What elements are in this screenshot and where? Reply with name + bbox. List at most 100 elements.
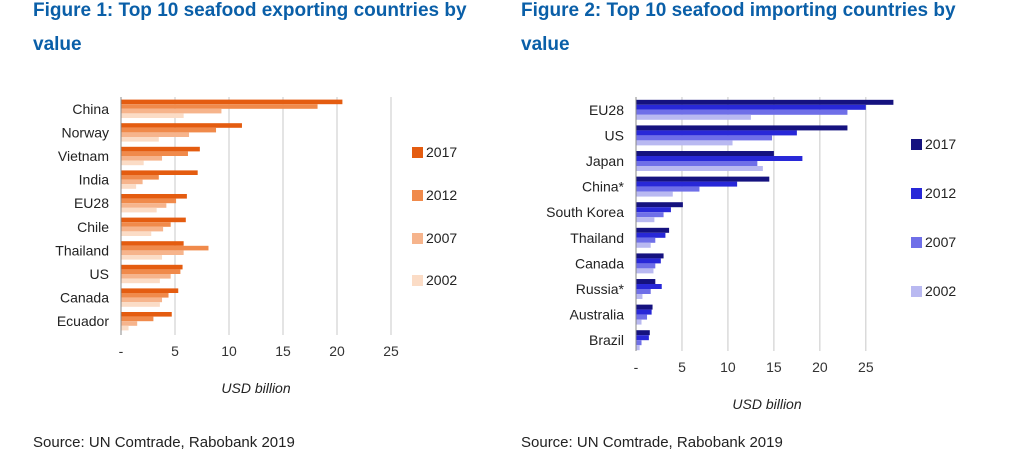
bar	[636, 232, 666, 238]
exports-bar-chart: - 5 10 15 20 25 China Norway Vietnam India EU28 Chi…	[55, 97, 457, 396]
category-label: Canada	[60, 290, 109, 306]
x-tick-label: -	[119, 343, 124, 359]
x-tick-label: 5	[678, 359, 686, 375]
legend-swatch	[412, 275, 423, 286]
bar	[636, 335, 649, 341]
bar	[121, 316, 154, 322]
bar	[636, 176, 770, 182]
legend-swatch	[412, 190, 423, 201]
bar	[636, 279, 656, 285]
bar	[121, 146, 200, 152]
legend-label: 2012	[925, 185, 956, 201]
bar	[636, 289, 651, 294]
bar	[636, 114, 751, 120]
bar	[121, 184, 137, 189]
bar	[121, 288, 179, 293]
bar	[121, 137, 159, 142]
bar	[121, 269, 181, 274]
chart-title: Figure 2: Top 10 seafood importing count…	[521, 0, 956, 55]
bar	[636, 191, 673, 197]
bar	[121, 170, 198, 175]
category-label: Russia*	[576, 281, 625, 297]
bar	[121, 179, 143, 185]
bar	[121, 292, 169, 298]
bar	[636, 227, 670, 233]
bar	[636, 242, 651, 248]
bar	[121, 255, 163, 260]
bar	[121, 99, 343, 105]
bar	[636, 340, 642, 346]
legend-label: 2017	[426, 144, 457, 160]
bar	[636, 314, 648, 320]
category-label: Chile	[77, 219, 109, 235]
bar	[636, 293, 643, 299]
bar	[636, 268, 654, 274]
bar	[636, 151, 774, 157]
bar	[121, 203, 167, 208]
bar	[121, 231, 152, 237]
bar	[636, 99, 894, 105]
bar	[121, 241, 184, 246]
bar	[121, 222, 171, 227]
bar	[121, 156, 163, 161]
bar	[636, 186, 700, 192]
bar	[636, 207, 671, 213]
x-tick-label: 15	[766, 359, 782, 375]
bar	[121, 274, 171, 279]
bar	[121, 151, 188, 156]
bar	[121, 198, 177, 204]
bar	[636, 330, 650, 336]
bar	[636, 319, 642, 325]
x-tick-label: 20	[812, 359, 828, 375]
legend-swatch	[412, 147, 423, 158]
bar	[121, 217, 186, 223]
category-label: EU28	[589, 102, 624, 118]
x-tick-label: 20	[329, 343, 345, 359]
category-label: Australia	[570, 307, 625, 323]
category-label: US	[90, 266, 109, 282]
category-label: Brazil	[589, 332, 624, 348]
bar	[636, 309, 652, 315]
x-tick-label: 15	[275, 343, 291, 359]
legend-label: 2012	[426, 187, 457, 203]
bar	[121, 193, 187, 199]
x-tick-label: 25	[383, 343, 399, 359]
legend-swatch	[412, 233, 423, 244]
bar	[121, 264, 183, 270]
bar	[121, 113, 184, 119]
legend-label: 2007	[925, 234, 956, 250]
bar	[121, 132, 190, 138]
imports-bar-chart: - 5 10 15 20 25 EU28 US Japan China* South Korea Th…	[546, 97, 956, 412]
category-label: Ecuador	[57, 313, 109, 329]
chart-title: Figure 1: Top 10 seafood exporting count…	[33, 0, 467, 55]
bar	[121, 123, 242, 128]
x-tick-label: 25	[858, 359, 874, 375]
bar	[636, 263, 656, 269]
bar	[636, 104, 866, 110]
category-label: Norway	[62, 124, 109, 140]
bar	[121, 302, 160, 307]
x-tick-label: 10	[720, 359, 736, 375]
legend-swatch	[911, 237, 922, 248]
bar	[636, 140, 733, 146]
category-label: South Korea	[546, 204, 624, 220]
category-label: Thailand	[55, 242, 109, 258]
category-label: Thailand	[570, 230, 624, 246]
category-label: Japan	[586, 153, 624, 169]
exports-chart-panel: Figure 1: Top 10 seafood exporting count…	[0, 0, 510, 462]
bar	[121, 104, 318, 109]
bar	[636, 130, 797, 136]
legend-swatch	[911, 139, 922, 150]
bar	[636, 135, 773, 141]
bar	[121, 250, 184, 256]
source-note: Source: UN Comtrade, Rabobank 2019	[33, 434, 295, 451]
bar	[636, 156, 803, 161]
x-tick-label: -	[634, 359, 639, 375]
category-label: Vietnam	[58, 148, 109, 164]
category-label: India	[79, 172, 110, 188]
legend-swatch	[911, 286, 922, 297]
x-axis-label: USD billion	[732, 396, 801, 412]
bar	[121, 245, 209, 251]
legend-label: 2002	[925, 283, 956, 299]
category-label: US	[605, 127, 624, 143]
